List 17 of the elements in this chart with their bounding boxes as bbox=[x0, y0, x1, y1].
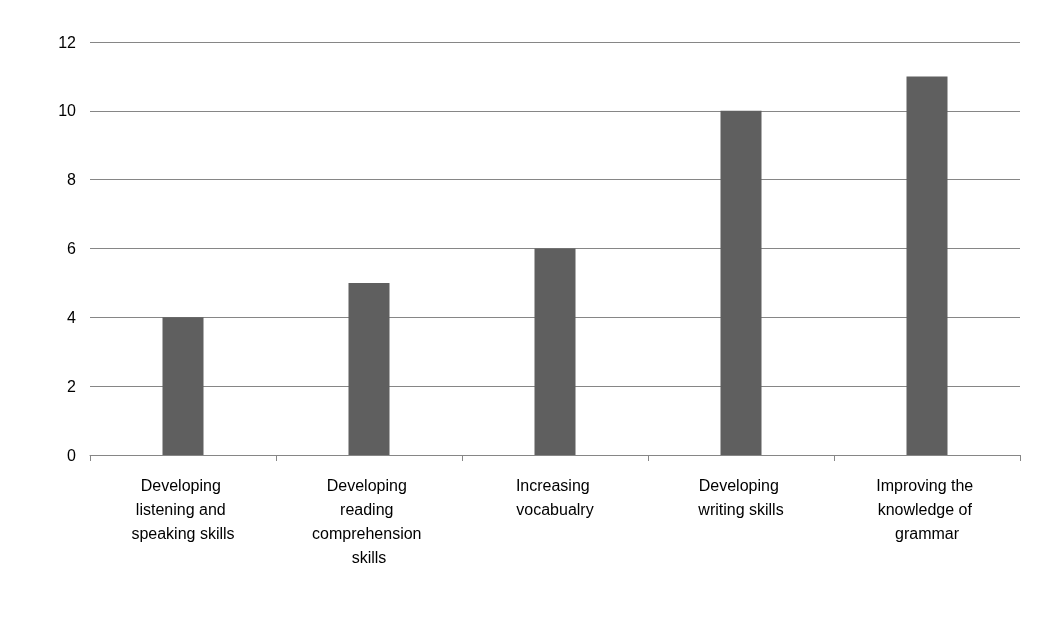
y-tick-label: 4 bbox=[67, 308, 77, 326]
x-tick-label: Developing listening and speaking skills bbox=[131, 476, 235, 542]
bar bbox=[534, 248, 576, 455]
y-tick-label: 8 bbox=[67, 171, 77, 189]
y-tick-label: 2 bbox=[67, 377, 77, 395]
x-tick-label: Developing writing skills bbox=[697, 476, 784, 518]
x-tick-label: Developing reading comprehension skills bbox=[312, 476, 426, 566]
y-tick-label: 0 bbox=[67, 446, 77, 464]
y-tick-label: 10 bbox=[58, 102, 77, 120]
bar bbox=[348, 282, 390, 455]
x-tick-label: Increasing vocabualry bbox=[515, 476, 595, 518]
y-tick-label: 12 bbox=[58, 33, 77, 51]
bar bbox=[720, 110, 762, 455]
bar bbox=[162, 317, 204, 455]
x-tick-label: Improving the knowledge of grammar bbox=[876, 476, 978, 542]
bar bbox=[906, 76, 948, 455]
y-tick-label: 6 bbox=[67, 240, 77, 257]
